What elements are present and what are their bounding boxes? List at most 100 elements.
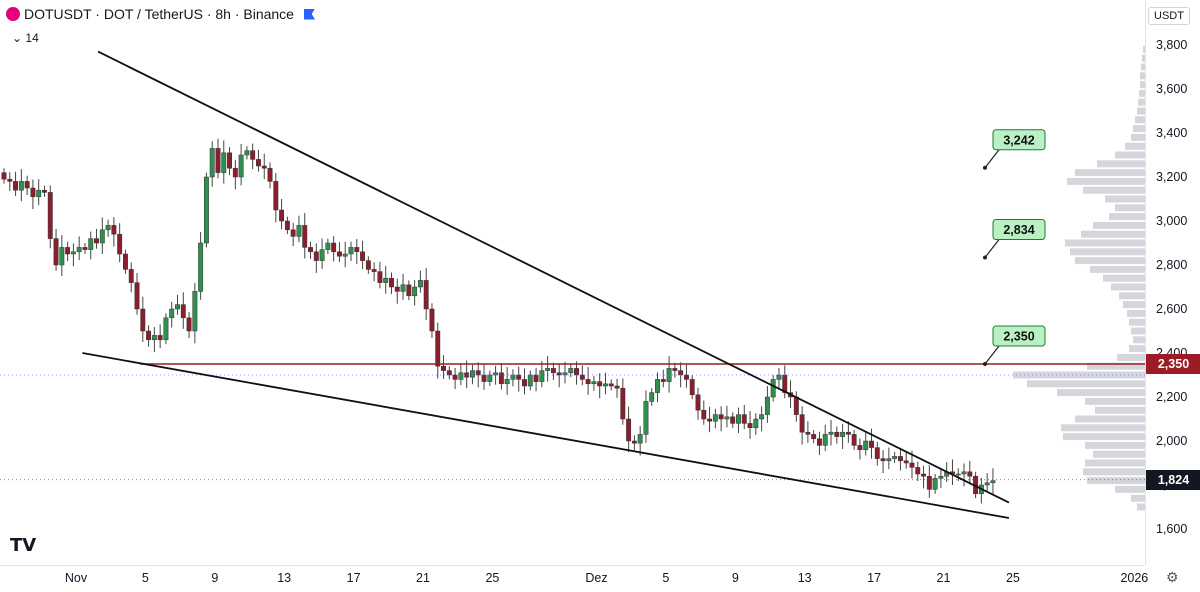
candle-down: [435, 330, 441, 367]
target-label-text: 3,242: [1003, 133, 1034, 147]
candlestick-series: [1, 138, 996, 504]
currency-selector[interactable]: USDT: [1148, 7, 1190, 25]
volume-profile-bar: [1085, 397, 1145, 405]
candle-down: [261, 165, 267, 169]
candle-up: [932, 478, 938, 490]
candle-up: [776, 374, 782, 380]
candle-down: [111, 225, 117, 235]
trendline-lower[interactable]: [82, 352, 1010, 519]
candle-down: [123, 253, 128, 270]
time-axis[interactable]: Nov 5 9 13 17 21 25 Dez 5 9 13 17 21 25 2026: [0, 565, 1148, 592]
time-tick-label: 5: [141, 571, 149, 585]
candle-up: [244, 150, 250, 156]
volume-profile-bar: [1093, 221, 1145, 229]
target-anchor: [983, 165, 987, 170]
target-label-box[interactable]: [992, 325, 1046, 347]
candle-up: [175, 304, 180, 310]
candle-up: [470, 370, 475, 378]
volume-profile-bar: [1115, 204, 1145, 212]
candle-up: [753, 418, 759, 429]
candle-down: [869, 440, 874, 448]
candle-up: [412, 286, 418, 297]
candle-up: [325, 242, 331, 250]
price-axis[interactable]: 3,800 3,600 3,400 3,200 3,000 2,800 2,600 2,400…: [1145, 0, 1200, 565]
volume-profile-bar: [1067, 177, 1145, 185]
price-tick-label: 2,800: [1156, 258, 1188, 272]
candle-down: [446, 370, 452, 376]
volume-profile-bar: [1119, 292, 1145, 300]
candle-down: [336, 251, 342, 257]
flag-icon[interactable]: [303, 8, 315, 20]
price-chart[interactable]: 3,242 2,834 2,350: [0, 0, 1145, 565]
candle-down: [186, 317, 192, 332]
candle-up: [99, 229, 105, 244]
target-labels: 3,242 2,834 2,350: [983, 129, 1046, 366]
volume-profile-bar: [1115, 151, 1145, 159]
volume-profile-bar: [1115, 485, 1145, 493]
candle-down: [672, 368, 678, 371]
candle-up: [105, 225, 111, 231]
candle-down: [620, 387, 626, 420]
target-label-box[interactable]: [992, 219, 1046, 241]
target-pointer: [984, 239, 1000, 258]
volume-profile-bar: [1131, 133, 1145, 141]
candle-down: [626, 418, 632, 442]
candle-up: [759, 414, 765, 420]
volume-profile-bar: [1105, 195, 1145, 203]
candle-down: [394, 286, 400, 292]
candle-up: [591, 381, 597, 385]
indicator-toggle[interactable]: ⌄ 14: [12, 31, 39, 45]
drawings: [0, 50, 1145, 519]
volume-profile-bar: [1137, 107, 1145, 115]
candle-down: [880, 458, 886, 462]
candle-down: [522, 379, 527, 387]
target-pointer: [984, 345, 1000, 365]
price-tick-label: 2,600: [1156, 302, 1188, 316]
chevron-down-icon[interactable]: ⌄: [12, 31, 23, 45]
candle-down: [614, 385, 620, 389]
volume-profile-bar: [1117, 353, 1145, 361]
candle-up: [961, 471, 967, 475]
polkadot-icon: [6, 7, 20, 21]
target-anchor: [983, 255, 987, 260]
candle-down: [857, 445, 863, 451]
candle-down: [550, 368, 556, 374]
candle-up: [383, 277, 389, 283]
candle-up: [88, 238, 94, 250]
time-tick-label: 21: [416, 571, 430, 585]
volume-profile-bar: [1141, 63, 1145, 71]
candle-down: [805, 431, 811, 435]
candle-down: [94, 238, 99, 244]
candle-down: [42, 189, 47, 193]
candle-up: [417, 280, 423, 288]
candle-down: [845, 431, 851, 435]
trendline-upper[interactable]: [97, 50, 1010, 504]
candle-down: [903, 460, 909, 464]
volume-profile-bar: [1063, 433, 1145, 441]
candle-down: [146, 330, 152, 341]
tradingview-logo[interactable]: TV: [10, 535, 37, 556]
gear-icon[interactable]: ⚙: [1166, 569, 1179, 585]
volume-profile-bar: [1135, 116, 1145, 124]
candle-up: [712, 414, 718, 422]
volume-profile-bar: [1090, 265, 1145, 273]
candle-up: [76, 247, 82, 253]
candle-up: [59, 247, 65, 266]
volume-profile-bar: [1129, 345, 1145, 353]
candle-up: [990, 480, 996, 484]
candle-down: [817, 438, 822, 446]
candle-down: [406, 284, 412, 297]
candle-down: [811, 434, 817, 440]
volume-profile-bar: [1127, 309, 1145, 317]
candle-down: [608, 383, 614, 387]
symbol-legend[interactable]: DOTUSDT · DOT / TetherUS · 8h · Binance: [6, 6, 315, 22]
candle-down: [452, 374, 458, 380]
current-price-badge: 1,824: [1146, 469, 1200, 490]
candle-down: [707, 418, 713, 422]
volume-profile-bar: [1013, 371, 1145, 379]
level-price-badge: 2,350: [1146, 354, 1200, 374]
candle-up: [36, 189, 42, 198]
target-label-box[interactable]: [992, 129, 1046, 151]
candle-up: [70, 251, 76, 255]
candle-up: [163, 317, 169, 341]
